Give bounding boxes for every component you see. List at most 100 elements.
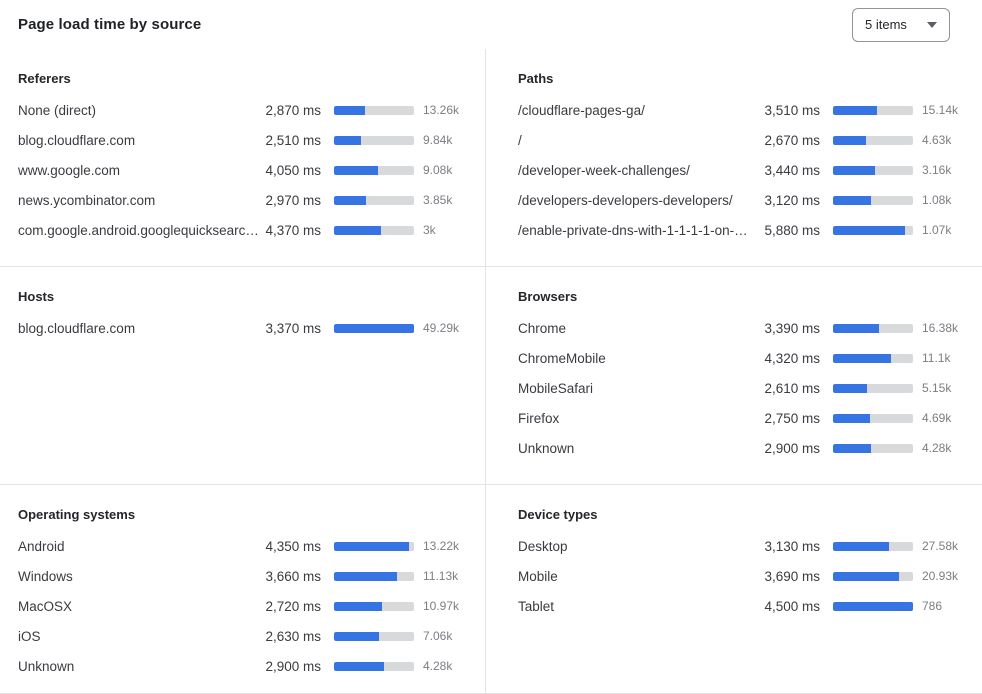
row-label: Windows [18,568,73,584]
row-load-time: 4,320 ms [764,350,820,366]
panel-device-types: Device types Desktop 3,130 ms 27.58k Mobile… [486,485,982,694]
load-time-bar-fill [833,571,900,581]
load-time-bar-fill [334,571,398,581]
panel-rows: Android 4,350 ms 13.22k Windows 3,660 ms 11.1… [18,531,471,681]
panel-rows: blog.cloudflare.com 3,370 ms 49.29k [18,313,471,343]
stat-row[interactable]: /enable-private-dns-with-1-1-1-1-on-… 5,8… [518,215,970,245]
row-count: 4.63k [922,133,952,147]
row-load-time: 2,720 ms [265,598,321,614]
chevron-down-icon [927,21,937,28]
stat-row[interactable]: Desktop 3,130 ms 27.58k [518,531,970,561]
stat-row[interactable]: Windows 3,660 ms 11.13k [18,561,471,591]
row-load-time: 4,050 ms [265,162,321,178]
load-time-bar-fill [833,443,872,453]
row-load-time: 3,690 ms [764,568,820,584]
load-time-bar [833,443,913,453]
row-load-time: 2,610 ms [764,380,820,396]
panel-rows: Desktop 3,130 ms 27.58k Mobile 3,690 ms 20.93… [518,531,970,621]
row-count: 20.93k [922,569,959,583]
stat-row[interactable]: /developer-week-challenges/3,440 ms 3.16k [518,155,970,185]
load-time-bar-fill [334,165,378,175]
items-count-dropdown[interactable]: 5 items [852,7,950,42]
load-time-bar-fill [833,323,879,333]
load-time-bar [833,105,913,115]
stat-row[interactable]: MobileSafari 2,610 ms 5.15k [518,373,970,403]
stat-row[interactable]: Tablet 4,500 ms 786 [518,591,970,621]
row-load-time: 3,440 ms [764,162,820,178]
row-load-time: 2,900 ms [265,658,321,674]
stat-row[interactable]: Android 4,350 ms 13.22k [18,531,471,561]
row-count: 15.14k [922,103,959,117]
row-label: www.google.com [18,162,121,178]
panel-title: Paths [518,71,554,86]
stat-row[interactable]: Unknown 2,900 ms 4.28k [518,433,970,463]
row-label: Desktop [518,538,568,554]
load-time-bar [334,105,414,115]
load-time-bar [334,631,414,641]
load-time-bar [334,225,414,235]
stat-row[interactable]: blog.cloudflare.com 3,370 ms 49.29k [18,313,471,343]
row-count: 49.29k [423,321,460,335]
row-label: MacOSX [18,598,73,614]
panel-title: Hosts [18,289,55,304]
load-time-bar-fill [833,165,876,175]
row-load-time: 2,970 ms [265,192,321,208]
stat-row[interactable]: Chrome 3,390 ms 16.38k [518,313,970,343]
stat-row[interactable]: / 2,670 ms 4.63k [518,125,970,155]
row-load-time: 2,630 ms [265,628,321,644]
load-time-bar [833,413,913,423]
row-load-time: 3,120 ms [764,192,820,208]
stat-row[interactable]: www.google.com 4,050 ms 9.08k [18,155,471,185]
panel-hosts: Hosts blog.cloudflare.com 3,370 ms 49.29k [0,267,486,485]
stat-row[interactable]: iOS 2,630 ms 7.06k [18,621,471,651]
row-load-time: 4,500 ms [764,598,820,614]
items-count-dropdown-value: 5 items [865,17,907,32]
panels-grid: Referers None (direct) 2,870 ms 13.26k blog… [0,49,982,694]
stat-row[interactable]: /cloudflare-pages-ga/3,510 ms 15.14k [518,95,970,125]
stat-row[interactable]: ChromeMobile 4,320 ms 11.1k [518,343,970,373]
load-time-bar [334,661,414,671]
load-time-bar-fill [334,195,366,205]
panel-rows: /cloudflare-pages-ga/3,510 ms 15.14k / 2,67… [518,95,970,245]
stat-row[interactable]: com.google.android.googlequicksearc… 4,37… [18,215,471,245]
stat-row[interactable]: blog.cloudflare.com 2,510 ms 9.84k [18,125,471,155]
stat-row[interactable]: /developers-developers-developers/3,120 … [518,185,970,215]
stat-row[interactable]: Unknown 2,900 ms 4.28k [18,651,471,681]
panel-paths: Paths /cloudflare-pages-ga/3,510 ms 15.14… [486,49,982,267]
row-load-time: 4,370 ms [265,222,321,238]
row-count: 3.85k [423,193,453,207]
load-time-bar [833,383,913,393]
row-count: 1.08k [922,193,952,207]
page-title: Page load time by source [18,16,202,33]
load-time-bar [833,165,913,175]
load-time-bar-fill [833,353,891,363]
row-load-time: 2,510 ms [265,132,321,148]
stat-row[interactable]: MacOSX 2,720 ms 10.97k [18,591,471,621]
row-load-time: 3,130 ms [764,538,820,554]
load-time-bar [833,541,913,551]
stat-row[interactable]: Firefox 2,750 ms 4.69k [518,403,970,433]
row-count: 7.06k [423,629,453,643]
load-time-bar-fill [334,225,382,235]
row-label: com.google.android.googlequicksearc… [18,222,259,238]
stat-row[interactable]: news.ycombinator.com 2,970 ms 3.85k [18,185,471,215]
load-time-bar-fill [833,601,913,611]
load-time-bar [833,601,913,611]
row-load-time: 2,750 ms [764,410,820,426]
row-label: Tablet [518,598,555,614]
row-label: /developers-developers-developers/ [518,192,733,208]
load-time-bar-fill [833,195,872,205]
load-time-bar-fill [334,105,366,115]
stat-row[interactable]: None (direct) 2,870 ms 13.26k [18,95,471,125]
load-time-bar [833,353,913,363]
row-load-time: 2,870 ms [265,102,321,118]
load-time-bar [334,541,414,551]
row-load-time: 2,670 ms [764,132,820,148]
load-time-bar [334,571,414,581]
row-label: /cloudflare-pages-ga/ [518,102,645,118]
row-label: blog.cloudflare.com [18,320,136,336]
load-time-bar-fill [833,383,868,393]
row-count: 13.22k [423,539,460,553]
row-load-time: 3,660 ms [265,568,321,584]
stat-row[interactable]: Mobile 3,690 ms 20.93k [518,561,970,591]
